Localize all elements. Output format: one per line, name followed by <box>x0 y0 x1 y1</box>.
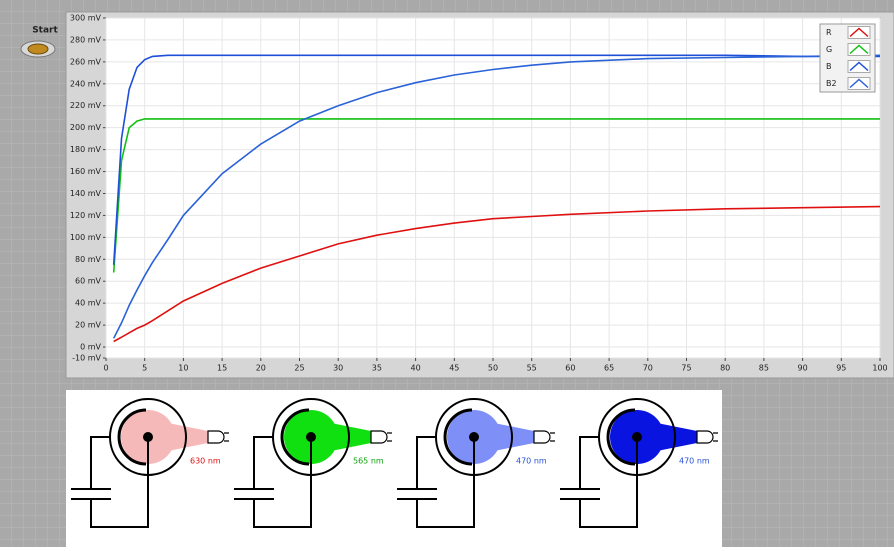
wavelength-label: 565 nm <box>353 457 384 466</box>
series-line <box>113 205 881 343</box>
x-tick-label: 45 <box>449 364 459 373</box>
led-diagram: 470 nm <box>397 398 555 528</box>
x-tick-label: 20 <box>256 364 266 373</box>
x-tick-label: 30 <box>333 364 343 373</box>
x-tick-label: 100 <box>872 364 887 373</box>
legend-label: B2 <box>826 79 837 88</box>
legend-label: G <box>826 45 832 54</box>
wavelength-label: 470 nm <box>679 457 710 466</box>
led-diagram: 565 nm <box>234 398 392 528</box>
x-tick-label: 0 <box>103 364 108 373</box>
led-diagram: 470 nm <box>560 398 718 528</box>
y-tick-label: 140 mV <box>70 189 102 198</box>
led <box>533 430 555 444</box>
legend-swatch-box <box>847 43 871 56</box>
x-tick-label: 50 <box>488 364 498 373</box>
legend-swatch-box <box>847 60 871 73</box>
legend-swatch-box <box>847 77 871 90</box>
legend-swatch <box>849 44 869 55</box>
legend-swatch <box>849 61 869 72</box>
x-tick-label: 95 <box>836 364 846 373</box>
y-tick-label: 60 mV <box>75 277 102 286</box>
y-tick-label: 120 mV <box>70 211 102 220</box>
led <box>370 430 392 444</box>
led <box>207 430 229 444</box>
led-diagram: 630 nm <box>71 398 229 528</box>
x-tick-label: 75 <box>681 364 691 373</box>
wavelength-label: 630 nm <box>190 457 221 466</box>
wires <box>560 436 638 528</box>
y-tick-label: 260 mV <box>70 57 102 66</box>
y-tick-label: 20 mV <box>75 321 102 330</box>
series-line <box>112 54 881 339</box>
x-tick-label: 10 <box>178 364 188 373</box>
start-label: Start <box>32 26 58 36</box>
start-button[interactable] <box>20 40 56 58</box>
x-tick-label: 25 <box>294 364 304 373</box>
y-tick-label: 40 mV <box>75 299 102 308</box>
light-cone <box>311 419 371 455</box>
led <box>696 430 718 444</box>
y-tick-label: 180 mV <box>70 145 102 154</box>
legend: RGB B2 <box>819 23 876 93</box>
y-tick-label: 280 mV <box>70 35 102 44</box>
light-cone <box>474 419 534 455</box>
y-tick-label: -10 mV <box>72 354 101 363</box>
electrode <box>117 408 147 466</box>
y-tick-label: 0 mV <box>80 343 101 352</box>
x-tick-label: 85 <box>759 364 769 373</box>
electrode <box>606 408 636 466</box>
electrode <box>280 408 310 466</box>
y-tick-label: 240 mV <box>70 79 102 88</box>
series-line <box>112 54 880 265</box>
legend-swatch <box>849 78 869 89</box>
electrode <box>443 408 473 466</box>
x-tick-label: 65 <box>604 364 614 373</box>
x-tick-label: 60 <box>565 364 575 373</box>
y-tick-label: 100 mV <box>70 233 102 242</box>
legend-label: B <box>826 62 832 71</box>
legend-label: R <box>826 28 832 37</box>
diagram-panel <box>66 390 722 547</box>
x-tick-label: 70 <box>643 364 653 373</box>
x-tick-label: 5 <box>142 364 147 373</box>
y-tick-label: 220 mV <box>70 101 102 110</box>
x-tick-label: 35 <box>372 364 382 373</box>
x-tick-label: 90 <box>798 364 808 373</box>
x-tick-label: 15 <box>217 364 227 373</box>
x-tick-label: 55 <box>527 364 537 373</box>
light-cone <box>148 419 208 455</box>
wires <box>397 436 475 528</box>
y-tick-label: 160 mV <box>70 167 102 176</box>
legend-swatch <box>849 27 869 38</box>
legend-swatch-box <box>847 26 871 39</box>
wires <box>71 436 149 528</box>
wavelength-label: 470 nm <box>516 457 547 466</box>
y-tick-label: 80 mV <box>75 255 102 264</box>
wires <box>234 436 312 528</box>
y-tick-label: 200 mV <box>70 123 102 132</box>
light-cone <box>637 419 697 455</box>
series-line <box>112 118 880 273</box>
x-tick-label: 80 <box>720 364 730 373</box>
x-tick-label: 40 <box>411 364 421 373</box>
y-tick-label: 300 mV <box>70 14 102 23</box>
